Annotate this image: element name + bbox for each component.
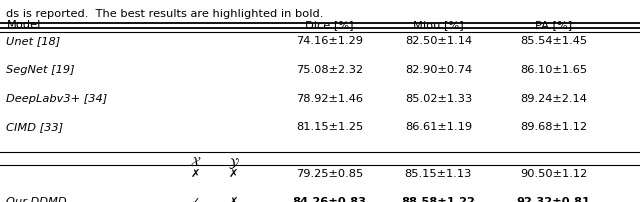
Text: $\mathcal{Y}$: $\mathcal{Y}$ xyxy=(228,156,239,170)
Text: DeepLabv3+ [34]: DeepLabv3+ [34] xyxy=(6,94,108,104)
Text: ✗: ✗ xyxy=(229,169,238,179)
Text: CIMD [33]: CIMD [33] xyxy=(6,122,63,133)
Text: ✓: ✓ xyxy=(191,197,200,202)
Text: 92.32±0.81: 92.32±0.81 xyxy=(516,197,591,202)
Text: SegNet [19]: SegNet [19] xyxy=(6,65,75,75)
Text: 81.15±1.25: 81.15±1.25 xyxy=(296,122,364,133)
Text: ds is reported.  The best results are highlighted in bold.: ds is reported. The best results are hig… xyxy=(6,9,324,19)
Text: ✗: ✗ xyxy=(191,169,200,179)
Text: ✗: ✗ xyxy=(229,197,238,202)
Text: 82.90±0.74: 82.90±0.74 xyxy=(405,65,472,75)
Text: 89.24±2.14: 89.24±2.14 xyxy=(520,94,587,104)
Text: 85.54±1.45: 85.54±1.45 xyxy=(520,36,587,46)
Text: 79.25±0.85: 79.25±0.85 xyxy=(296,169,364,179)
Text: 85.15±1.13: 85.15±1.13 xyxy=(404,169,472,179)
Text: 89.68±1.12: 89.68±1.12 xyxy=(520,122,587,133)
Text: 78.92±1.46: 78.92±1.46 xyxy=(296,94,363,104)
Text: 85.02±1.33: 85.02±1.33 xyxy=(404,94,472,104)
Text: 82.50±1.14: 82.50±1.14 xyxy=(405,36,472,46)
Text: Dice [%]: Dice [%] xyxy=(305,20,354,30)
Text: 74.16±1.29: 74.16±1.29 xyxy=(296,36,363,46)
Text: 86.61±1.19: 86.61±1.19 xyxy=(405,122,472,133)
Text: Miou [%]: Miou [%] xyxy=(413,20,464,30)
Text: 88.58±1.22: 88.58±1.22 xyxy=(401,197,476,202)
Text: 84.26±0.83: 84.26±0.83 xyxy=(292,197,367,202)
Text: PA [%]: PA [%] xyxy=(535,20,572,30)
Text: Model: Model xyxy=(6,20,41,30)
Text: Unet [18]: Unet [18] xyxy=(6,36,61,46)
Text: 75.08±2.32: 75.08±2.32 xyxy=(296,65,363,75)
Text: 86.10±1.65: 86.10±1.65 xyxy=(520,65,587,75)
Text: Our DDMD: Our DDMD xyxy=(6,197,67,202)
Text: 90.50±1.12: 90.50±1.12 xyxy=(520,169,588,179)
Text: $\mathcal{X}$: $\mathcal{X}$ xyxy=(189,156,201,168)
